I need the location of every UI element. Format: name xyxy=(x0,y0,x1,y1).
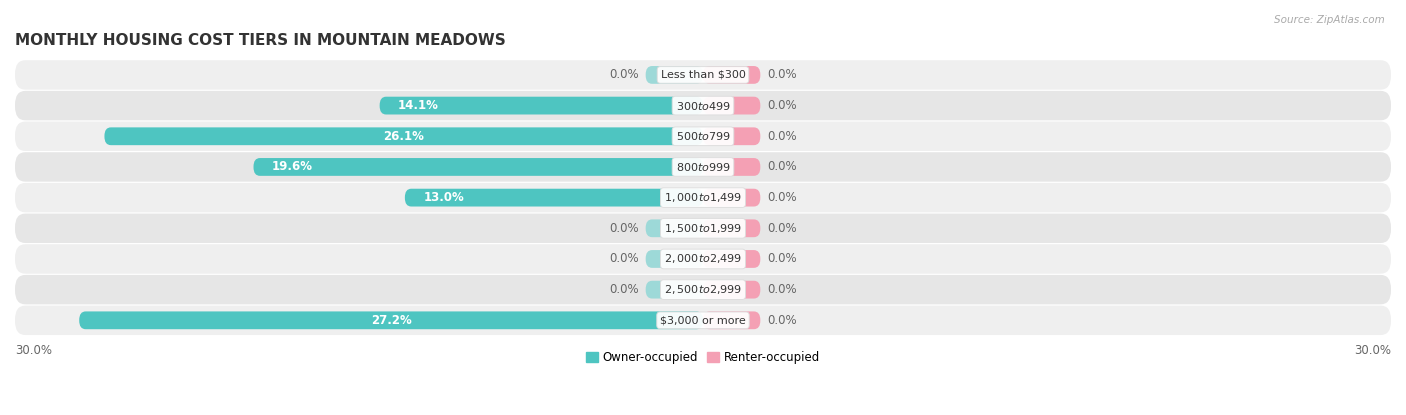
FancyBboxPatch shape xyxy=(15,152,1391,182)
Text: 0.0%: 0.0% xyxy=(768,314,797,327)
Text: 0.0%: 0.0% xyxy=(609,252,638,266)
Text: 0.0%: 0.0% xyxy=(609,283,638,296)
FancyBboxPatch shape xyxy=(405,189,703,207)
FancyBboxPatch shape xyxy=(645,250,703,268)
Text: $300 to $499: $300 to $499 xyxy=(675,100,731,112)
Text: $800 to $999: $800 to $999 xyxy=(675,161,731,173)
Text: $2,000 to $2,499: $2,000 to $2,499 xyxy=(664,252,742,266)
FancyBboxPatch shape xyxy=(15,275,1391,304)
Text: Less than $300: Less than $300 xyxy=(661,70,745,80)
Text: 13.0%: 13.0% xyxy=(423,191,464,204)
FancyBboxPatch shape xyxy=(380,97,703,115)
Text: 0.0%: 0.0% xyxy=(768,68,797,81)
FancyBboxPatch shape xyxy=(645,281,703,298)
FancyBboxPatch shape xyxy=(15,214,1391,243)
FancyBboxPatch shape xyxy=(15,122,1391,151)
Text: 0.0%: 0.0% xyxy=(768,283,797,296)
Text: 0.0%: 0.0% xyxy=(768,252,797,266)
Text: 14.1%: 14.1% xyxy=(398,99,439,112)
Text: 0.0%: 0.0% xyxy=(768,161,797,173)
Text: Source: ZipAtlas.com: Source: ZipAtlas.com xyxy=(1274,15,1385,24)
Text: 19.6%: 19.6% xyxy=(271,161,314,173)
Text: MONTHLY HOUSING COST TIERS IN MOUNTAIN MEADOWS: MONTHLY HOUSING COST TIERS IN MOUNTAIN M… xyxy=(15,33,506,48)
FancyBboxPatch shape xyxy=(104,127,703,145)
FancyBboxPatch shape xyxy=(703,97,761,115)
Text: 30.0%: 30.0% xyxy=(1354,344,1391,357)
FancyBboxPatch shape xyxy=(703,127,761,145)
Text: $2,500 to $2,999: $2,500 to $2,999 xyxy=(664,283,742,296)
Text: 0.0%: 0.0% xyxy=(609,68,638,81)
Text: 27.2%: 27.2% xyxy=(371,314,412,327)
FancyBboxPatch shape xyxy=(703,189,761,207)
Legend: Owner-occupied, Renter-occupied: Owner-occupied, Renter-occupied xyxy=(581,347,825,369)
Text: $3,000 or more: $3,000 or more xyxy=(661,315,745,325)
FancyBboxPatch shape xyxy=(703,220,761,237)
FancyBboxPatch shape xyxy=(15,60,1391,90)
Text: 0.0%: 0.0% xyxy=(609,222,638,235)
FancyBboxPatch shape xyxy=(15,244,1391,273)
FancyBboxPatch shape xyxy=(15,183,1391,212)
FancyBboxPatch shape xyxy=(703,66,761,84)
Text: $500 to $799: $500 to $799 xyxy=(675,130,731,142)
FancyBboxPatch shape xyxy=(645,220,703,237)
FancyBboxPatch shape xyxy=(703,281,761,298)
FancyBboxPatch shape xyxy=(645,66,703,84)
Text: $1,500 to $1,999: $1,500 to $1,999 xyxy=(664,222,742,235)
FancyBboxPatch shape xyxy=(15,91,1391,120)
Text: 0.0%: 0.0% xyxy=(768,222,797,235)
Text: $1,000 to $1,499: $1,000 to $1,499 xyxy=(664,191,742,204)
Text: 26.1%: 26.1% xyxy=(384,130,425,143)
FancyBboxPatch shape xyxy=(703,250,761,268)
FancyBboxPatch shape xyxy=(253,158,703,176)
Text: 0.0%: 0.0% xyxy=(768,130,797,143)
Text: 30.0%: 30.0% xyxy=(15,344,52,357)
Text: 0.0%: 0.0% xyxy=(768,191,797,204)
FancyBboxPatch shape xyxy=(703,311,761,329)
FancyBboxPatch shape xyxy=(79,311,703,329)
FancyBboxPatch shape xyxy=(15,305,1391,335)
FancyBboxPatch shape xyxy=(703,158,761,176)
Text: 0.0%: 0.0% xyxy=(768,99,797,112)
